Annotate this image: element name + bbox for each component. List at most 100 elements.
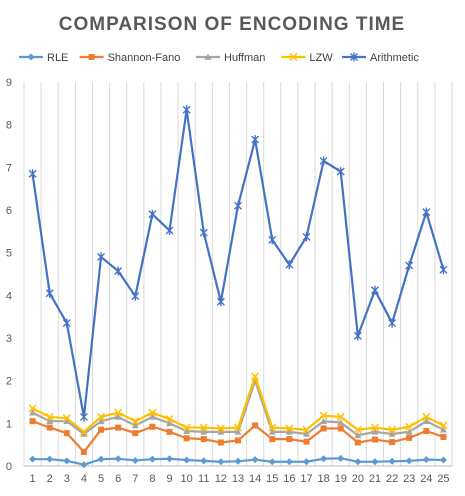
data-point [182, 423, 191, 432]
data-point [63, 430, 70, 437]
data-point [233, 423, 243, 432]
data-point [46, 455, 54, 463]
x-tick-label: 18 [317, 473, 329, 485]
data-point [217, 458, 225, 466]
data-point [115, 424, 122, 431]
x-tick-label: 13 [232, 473, 244, 485]
y-tick-label: 1 [6, 418, 12, 430]
data-point [350, 52, 358, 62]
data-point [388, 425, 397, 434]
data-point [80, 461, 88, 469]
data-point [422, 417, 430, 424]
data-point [405, 260, 414, 270]
data-point [285, 260, 294, 270]
data-point [320, 417, 328, 424]
data-point [148, 413, 156, 420]
data-point [46, 424, 53, 431]
data-point [97, 417, 105, 424]
series-line [32, 375, 444, 433]
x-tick-label: 10 [181, 473, 193, 485]
data-point [217, 439, 224, 446]
data-point [371, 428, 379, 435]
data-point [45, 412, 54, 421]
data-point [439, 421, 448, 430]
data-point [63, 417, 71, 424]
data-point [268, 458, 276, 466]
data-point [217, 428, 225, 435]
data-point [200, 436, 207, 443]
data-point [319, 411, 328, 420]
data-point [148, 408, 157, 417]
data-point [131, 421, 139, 429]
data-point [114, 408, 123, 417]
data-point [183, 456, 191, 464]
x-tick-label: 15 [266, 473, 278, 485]
data-point [79, 427, 88, 436]
x-tick-label: 22 [386, 473, 398, 485]
data-point [285, 428, 293, 435]
x-tick-label: 11 [198, 473, 209, 485]
data-point [97, 252, 106, 262]
data-point [388, 318, 397, 328]
data-point [423, 428, 430, 435]
data-point [166, 428, 173, 435]
data-point [370, 423, 379, 432]
data-point [353, 425, 362, 434]
data-point [88, 54, 95, 60]
data-point [28, 404, 37, 413]
data-point [353, 331, 362, 341]
x-tick-label: 12 [215, 473, 227, 485]
data-point [165, 415, 174, 424]
legend-item: Arithmetic [342, 52, 419, 64]
x-tick-label: 17 [300, 473, 312, 485]
data-point [439, 426, 447, 433]
data-point [148, 209, 157, 219]
chart-title: COMPARISON OF ENCODING TIME [59, 14, 405, 35]
data-point [131, 291, 140, 301]
y-tick-label: 6 [6, 205, 12, 217]
legend-item: Shannon-Fano [79, 52, 181, 64]
y-tick-label: 3 [6, 333, 12, 345]
data-point [234, 428, 242, 435]
data-point [439, 456, 447, 464]
x-tick-label: 25 [437, 473, 449, 485]
data-point [166, 419, 174, 427]
legend-label: Arithmetic [370, 52, 419, 64]
data-point [251, 456, 259, 464]
data-point [27, 53, 35, 61]
data-point [182, 105, 191, 115]
y-tick-label: 4 [6, 290, 12, 302]
data-point [302, 458, 310, 466]
data-point [269, 436, 276, 443]
data-point [354, 458, 362, 466]
data-point [114, 413, 122, 420]
x-tick-label: 7 [132, 473, 138, 485]
data-point [98, 426, 105, 433]
data-point [388, 430, 396, 437]
data-point [286, 436, 293, 443]
x-tick-label: 20 [352, 473, 364, 485]
y-tick-label: 7 [6, 162, 12, 174]
y-tick-label: 5 [6, 248, 12, 260]
data-point [200, 428, 208, 435]
legend-item: LZW [281, 52, 333, 64]
data-point [199, 228, 208, 238]
data-point [302, 430, 310, 437]
data-point [405, 457, 413, 465]
y-tick-label: 8 [6, 120, 12, 132]
data-point [131, 417, 140, 426]
data-point [132, 430, 139, 437]
x-tick-label: 14 [249, 473, 261, 485]
data-point [234, 457, 242, 465]
legend-label: Huffman [224, 52, 265, 64]
data-point [80, 448, 87, 455]
x-tick-label: 16 [283, 473, 295, 485]
series-layer [28, 105, 448, 469]
grid-lines [23, 82, 453, 466]
legend-label: Shannon-Fano [108, 52, 181, 64]
data-point [80, 430, 88, 437]
data-point [252, 422, 259, 429]
data-point [337, 454, 345, 462]
legend: RLE Shannon-Fano Huffman LZW Arithmetic [19, 52, 419, 64]
